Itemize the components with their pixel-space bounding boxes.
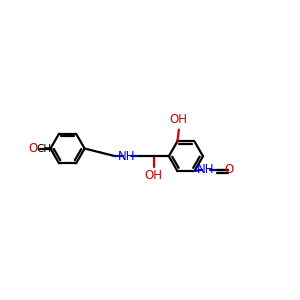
Text: OH: OH [145,169,163,182]
Text: CH₃: CH₃ [37,143,56,154]
Text: NH: NH [197,163,214,176]
Text: O: O [29,142,38,155]
Text: NH: NH [118,150,135,163]
Text: OH: OH [170,113,188,126]
Text: O: O [225,163,234,176]
